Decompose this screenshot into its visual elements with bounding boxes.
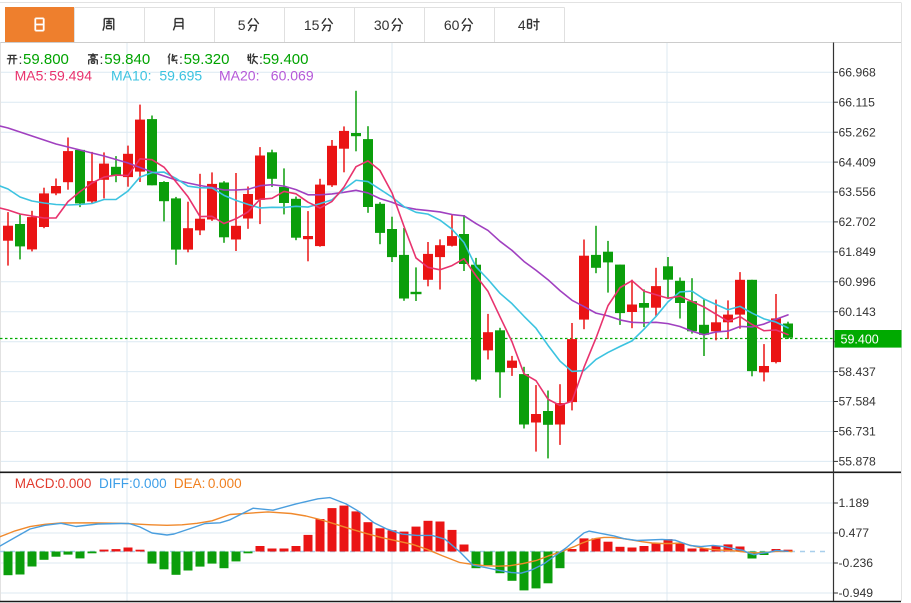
svg-text:66.968: 66.968 [839,66,876,80]
svg-text:15: 15 [304,17,320,33]
svg-text:-0.236: -0.236 [839,556,874,570]
svg-text:60.069: 60.069 [271,68,314,84]
svg-text:60: 60 [444,17,460,33]
svg-text:60.143: 60.143 [839,305,876,319]
svg-text:58.437: 58.437 [839,365,876,379]
svg-text:0.000: 0.000 [58,476,92,491]
svg-text::: : [100,51,104,67]
svg-text:59.494: 59.494 [49,68,92,84]
svg-text:5: 5 [238,17,246,33]
svg-text:-0.949: -0.949 [839,586,874,600]
svg-text:59.695: 59.695 [159,68,202,84]
svg-text:0.000: 0.000 [133,476,167,491]
svg-text:59.320: 59.320 [184,51,230,68]
svg-text:DEA:: DEA: [174,476,206,491]
svg-text:56.731: 56.731 [839,425,876,439]
svg-text:0.000: 0.000 [208,476,242,491]
svg-text:MACD:: MACD: [15,476,59,491]
svg-text:59.400: 59.400 [263,51,309,68]
svg-text:MA5:: MA5: [15,68,48,84]
svg-text:60.996: 60.996 [839,275,876,289]
svg-text:1.189: 1.189 [839,496,870,510]
svg-text:59.800: 59.800 [23,51,69,68]
svg-text:4: 4 [518,17,526,33]
svg-text::: : [19,51,23,67]
svg-text:59.400: 59.400 [841,332,879,346]
svg-text:57.584: 57.584 [839,395,876,409]
svg-text:63.556: 63.556 [839,185,876,199]
svg-text:62.702: 62.702 [839,215,876,229]
svg-text:0.477: 0.477 [839,526,870,540]
svg-text:61.849: 61.849 [839,245,876,259]
svg-text:65.262: 65.262 [839,125,876,139]
svg-text:30: 30 [374,17,390,33]
svg-text:59.840: 59.840 [104,51,150,68]
svg-text:55.878: 55.878 [839,455,876,469]
svg-text:MA20:: MA20: [219,68,259,84]
svg-text:MA10:: MA10: [111,68,151,84]
svg-text::: : [259,51,263,67]
svg-text:66.115: 66.115 [839,95,876,109]
svg-text:DIFF:: DIFF: [99,476,133,491]
svg-text:64.409: 64.409 [839,155,876,169]
svg-text::: : [179,51,183,67]
